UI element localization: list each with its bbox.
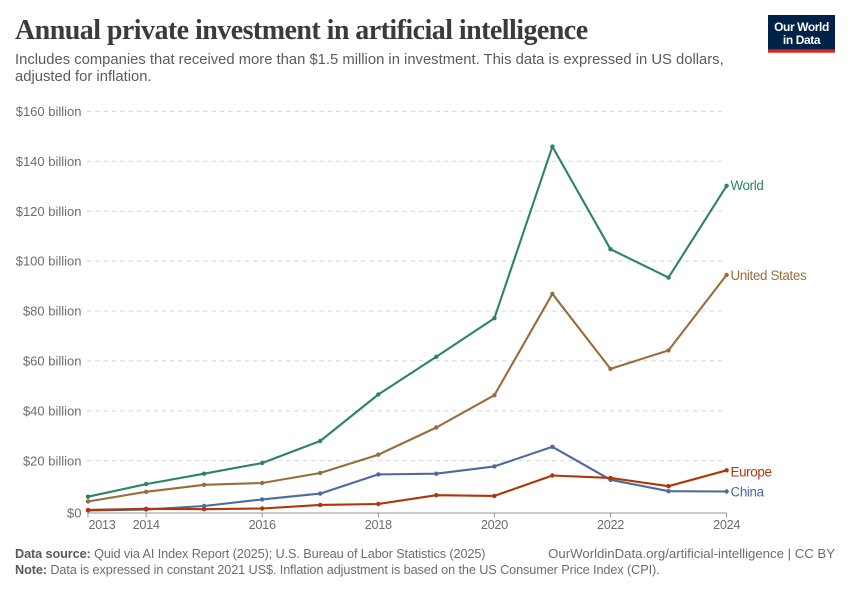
svg-text:$140 billion: $140 billion [16, 154, 82, 169]
svg-text:2016: 2016 [249, 518, 276, 532]
svg-text:World: World [731, 178, 764, 193]
svg-text:Europe: Europe [731, 464, 772, 479]
svg-text:in Data: in Data [783, 33, 821, 47]
svg-text:2022: 2022 [597, 518, 624, 532]
svg-text:$120 billion: $120 billion [16, 204, 82, 219]
svg-text:2018: 2018 [365, 518, 392, 532]
svg-text:China: China [731, 484, 765, 499]
svg-text:2020: 2020 [481, 518, 508, 532]
svg-text:$0: $0 [67, 506, 81, 521]
svg-text:Our World: Our World [774, 20, 829, 34]
svg-text:$160 billion: $160 billion [16, 104, 82, 119]
svg-text:$60 billion: $60 billion [23, 354, 82, 369]
svg-text:2013: 2013 [89, 518, 116, 532]
svg-text:2024: 2024 [713, 518, 740, 532]
svg-text:2014: 2014 [133, 518, 160, 532]
svg-text:$20 billion: $20 billion [23, 453, 82, 468]
svg-text:$40 billion: $40 billion [23, 403, 82, 418]
svg-text:$80 billion: $80 billion [23, 304, 82, 319]
svg-text:$100 billion: $100 billion [16, 254, 82, 269]
svg-text:United States: United States [731, 268, 807, 283]
